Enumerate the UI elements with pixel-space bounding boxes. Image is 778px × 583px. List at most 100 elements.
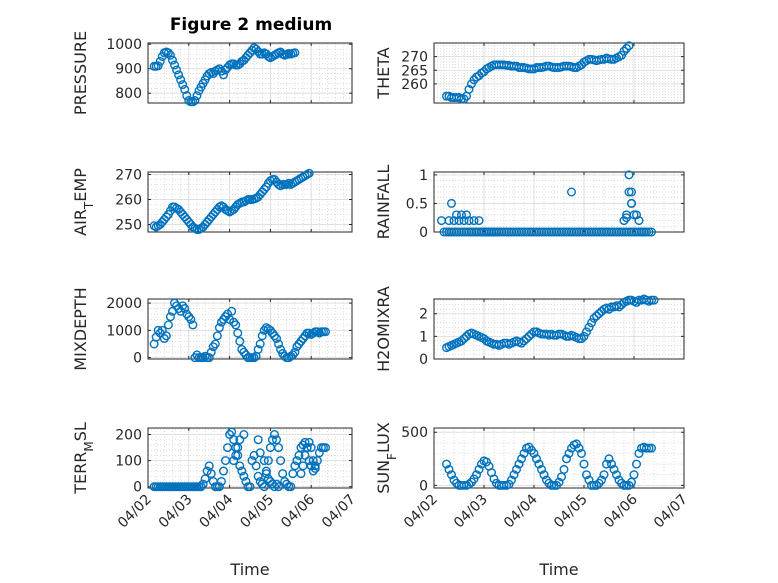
y-tick-label: 900: [115, 62, 142, 78]
data-point: [218, 466, 228, 476]
y-tick-label: 2000: [106, 296, 142, 312]
data-point: [259, 482, 269, 492]
data-point: [178, 80, 188, 90]
data-point: [474, 216, 484, 226]
data-point: [634, 216, 644, 226]
data-point: [522, 334, 532, 344]
data-point: [519, 448, 529, 458]
data-point: [257, 479, 267, 489]
data-point: [206, 347, 216, 357]
data-point: [298, 461, 308, 471]
data-point: [159, 334, 169, 344]
data-point: [589, 313, 599, 323]
data-point: [624, 41, 634, 51]
axes-frame: [433, 171, 685, 233]
data-point: [184, 312, 194, 322]
data-point: [308, 456, 318, 466]
data-point: [592, 311, 602, 321]
y-tick-label: 0.5: [406, 196, 428, 212]
data-series: [149, 427, 330, 492]
subplot-6: 0 1 2 H2OMIXRA: [374, 286, 685, 372]
data-point: [253, 344, 263, 354]
data-point: [514, 459, 524, 469]
x-tick-label: 04/06: [601, 491, 641, 531]
data-point: [612, 470, 622, 480]
data-point: [265, 176, 275, 186]
data-point: [167, 55, 177, 65]
data-point: [253, 435, 263, 445]
x-tick-label: 04/06: [278, 491, 318, 531]
data-point: [155, 56, 165, 66]
data-point: [592, 480, 602, 490]
data-point: [597, 475, 607, 485]
data-point: [494, 227, 504, 237]
data-point: [444, 216, 454, 226]
y-tick-label: 100: [115, 454, 142, 470]
y-axis-label: THETA: [374, 47, 393, 99]
data-point: [235, 461, 245, 471]
data-point: [314, 328, 324, 338]
data-point: [624, 187, 634, 197]
data-point: [149, 221, 159, 231]
data-point: [306, 443, 316, 453]
data-point: [624, 170, 634, 180]
data-point: [274, 339, 284, 349]
data-point: [198, 353, 208, 363]
data-point: [259, 325, 269, 335]
data-series: [437, 170, 657, 237]
axes-frame: [147, 171, 353, 233]
data-point: [499, 480, 509, 490]
data-point: [539, 470, 549, 480]
data-point: [239, 430, 249, 440]
data-point: [449, 216, 459, 226]
y-tick-label: 260: [401, 77, 428, 93]
y-tick-label: 200: [115, 428, 142, 444]
data-point: [304, 168, 314, 178]
data-point: [274, 443, 284, 453]
y-tick-label: 0: [419, 352, 428, 368]
data-point: [509, 470, 519, 480]
data-point: [214, 64, 224, 74]
data-point: [644, 443, 654, 453]
data-point: [472, 470, 482, 480]
x-tick-label: 04/04: [197, 491, 237, 531]
data-point: [602, 459, 612, 469]
data-point: [192, 91, 202, 101]
data-point: [582, 327, 592, 337]
data-point: [269, 482, 279, 492]
x-tick-label: 04/07: [319, 492, 359, 532]
y-tick-label: 2: [419, 307, 428, 323]
data-point: [229, 456, 239, 466]
data-point: [241, 196, 251, 206]
data-point: [235, 336, 245, 346]
x-tick-label: 04/03: [156, 492, 196, 532]
data-point: [632, 459, 642, 469]
data-point: [294, 450, 304, 460]
data-point: [529, 448, 539, 458]
data-point: [474, 464, 484, 474]
data-point: [227, 306, 237, 316]
y-axis-label: H2OMIXRA: [374, 286, 393, 372]
data-point: [204, 461, 214, 471]
data-point: [200, 474, 210, 484]
data-point: [269, 430, 279, 440]
axes-frame: [433, 42, 685, 104]
data-point: [176, 75, 186, 85]
y-axis-label: AIRTEMP: [71, 168, 96, 236]
data-point: [454, 216, 464, 226]
data-point: [619, 46, 629, 56]
data-point: [632, 210, 642, 220]
data-point: [559, 464, 569, 474]
subplot-7: 0 100 200 TERRMSL 04/02 04/03 04/04 04/05 04/06 0…: [71, 422, 359, 579]
data-point: [255, 448, 265, 458]
data-point: [267, 435, 277, 445]
data-point: [562, 454, 572, 464]
y-axis-label: RAINFALL: [374, 165, 393, 240]
data-point: [579, 459, 589, 469]
data-point: [218, 70, 228, 80]
data-point: [280, 351, 290, 361]
data-point: [259, 184, 269, 194]
data-point: [182, 91, 192, 101]
